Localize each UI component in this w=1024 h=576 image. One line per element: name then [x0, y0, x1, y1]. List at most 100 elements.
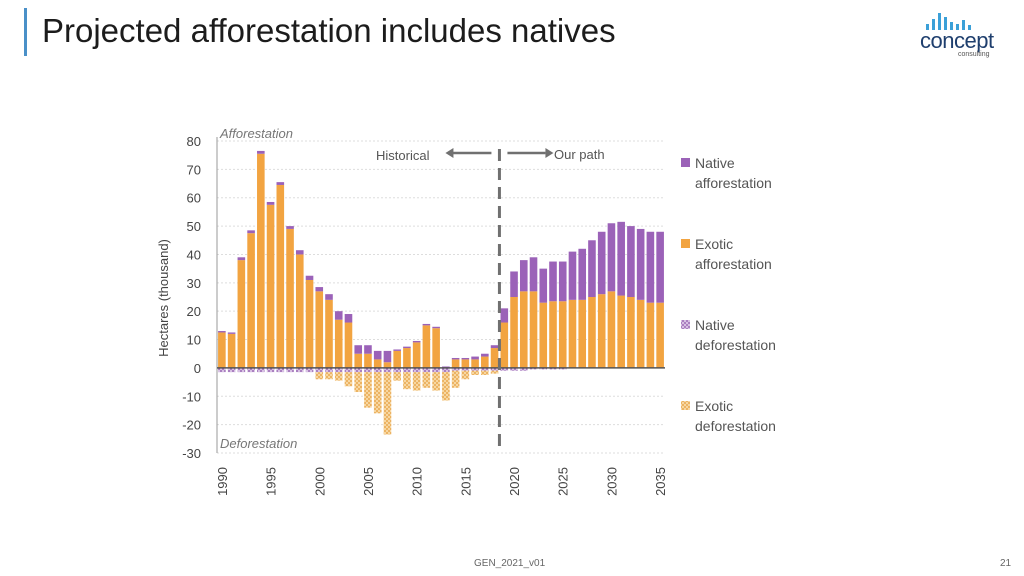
exotic-deforestation-bar — [393, 372, 401, 381]
exotic-afforestation-bar — [276, 184, 285, 368]
native-deforestation-bar — [227, 367, 236, 373]
exotic-deforestation-bar — [471, 370, 479, 375]
x-tick-label: 1995 — [264, 467, 279, 496]
native-deforestation-bar — [315, 367, 324, 373]
native-deforestation-bar — [403, 367, 411, 373]
native-deforestation-bar — [257, 367, 265, 373]
exotic-afforestation-bar — [364, 353, 372, 368]
exotic-afforestation-bar — [510, 297, 518, 368]
exotic-deforestation-bar — [344, 372, 353, 387]
exotic-deforestation-bar — [325, 372, 333, 380]
x-tick-label: 2025 — [556, 467, 571, 496]
native-afforestation-bar — [500, 308, 509, 323]
native-deforestation-bar — [286, 367, 294, 373]
native-afforestation-bar — [227, 332, 236, 334]
native-deforestation-bar — [276, 367, 285, 373]
native-deforestation-bar — [451, 367, 460, 371]
y-tick-label: 60 — [187, 191, 201, 206]
native-afforestation-bar — [432, 326, 440, 329]
exotic-afforestation-bar — [636, 299, 645, 368]
native-afforestation-bar — [383, 350, 392, 363]
exotic-afforestation-bar — [266, 204, 275, 368]
native-afforestation-bar — [558, 261, 567, 302]
y-tick-label: 40 — [187, 247, 201, 262]
legend-label: Native afforestation — [695, 155, 772, 191]
exotic-afforestation-bar — [461, 359, 470, 368]
logo-subtitle: consulting — [958, 51, 990, 58]
native-afforestation-bar — [257, 150, 265, 154]
native-afforestation-bar — [481, 353, 489, 357]
native-afforestation-bar — [266, 201, 275, 205]
exotic-afforestation-bar — [422, 325, 431, 368]
exotic-afforestation-bar — [617, 295, 625, 368]
native-afforestation-bar — [237, 257, 246, 261]
exotic-afforestation-bar — [646, 302, 655, 368]
exotic-afforestation-bar — [490, 348, 499, 368]
exotic-afforestation-bar — [286, 228, 294, 368]
exotic-afforestation-bar — [257, 153, 265, 368]
deforestation-annotation: Deforestation — [220, 436, 297, 451]
y-tick-label: 0 — [194, 361, 201, 376]
native-afforestation-bar — [490, 345, 499, 349]
exotic-afforestation-bar — [481, 356, 489, 368]
native-afforestation-bar — [617, 221, 625, 296]
exotic-deforestation-bar — [354, 372, 363, 393]
exotic-afforestation-bar — [519, 291, 528, 368]
exotic-afforestation-bar — [218, 332, 226, 368]
native-deforestation-bar — [334, 367, 343, 373]
native-deforestation-bar — [393, 367, 401, 373]
logo-wordmark: concept — [920, 28, 994, 53]
native-deforestation-bar — [344, 367, 353, 373]
native-afforestation-bar — [305, 275, 314, 280]
chart-legend: Native afforestation Exotic afforestation Na… — [681, 155, 776, 434]
exotic-afforestation-bar — [539, 302, 548, 368]
exotic-afforestation-bar — [549, 301, 557, 368]
bar-series — [218, 150, 664, 435]
native-afforestation-bar — [519, 260, 528, 292]
exotic-afforestation-bar — [627, 297, 635, 368]
slide-title: Projected afforestation includes natives — [42, 12, 616, 49]
native-deforestation-bar — [442, 367, 450, 373]
x-tick-label: 2030 — [604, 467, 619, 496]
historical-arrow-head — [445, 148, 454, 158]
y-axis-label: Hectares (thousand) — [156, 239, 171, 357]
native-afforestation-bar — [354, 345, 363, 354]
native-afforestation-bar — [393, 349, 401, 351]
native-afforestation-bar — [529, 257, 538, 292]
legend-label: Exotic afforestation — [695, 236, 772, 272]
exotic-afforestation-bar — [412, 342, 421, 368]
exotic-afforestation-bar — [432, 328, 440, 368]
native-afforestation-bar — [364, 345, 372, 354]
exotic-afforestation-bar — [568, 299, 577, 368]
native-afforestation-bar — [588, 240, 596, 297]
exotic-afforestation-bar — [578, 299, 587, 368]
exotic-afforestation-bar — [344, 322, 353, 368]
native-afforestation-bar — [286, 226, 294, 229]
grid-lines — [217, 140, 665, 454]
native-deforestation-bar — [373, 367, 382, 373]
exotic-afforestation-bar — [529, 291, 538, 368]
native-deforestation-bar — [412, 367, 421, 373]
native-afforestation-bar — [295, 250, 304, 255]
afforestation-annotation: Afforestation — [219, 126, 293, 141]
legend-swatch — [681, 239, 690, 248]
native-afforestation-bar — [578, 248, 587, 300]
exotic-afforestation-bar — [305, 279, 314, 368]
exotic-afforestation-bar — [383, 362, 392, 368]
x-tick-label: 2035 — [653, 467, 668, 496]
exotic-deforestation-bar — [403, 372, 411, 390]
native-afforestation-bar — [656, 231, 664, 303]
native-deforestation-bar — [481, 367, 489, 371]
native-afforestation-bar — [646, 231, 655, 303]
exotic-afforestation-bar — [500, 322, 509, 368]
our-path-label: Our path — [554, 147, 605, 162]
exotic-afforestation-bar — [607, 291, 616, 368]
native-afforestation-bar — [510, 271, 518, 297]
native-afforestation-bar — [451, 357, 460, 360]
company-logo: concept consulting — [912, 10, 1008, 60]
native-afforestation-bar — [607, 223, 616, 292]
native-deforestation-bar — [295, 367, 304, 373]
native-afforestation-bar — [539, 268, 548, 303]
exotic-deforestation-bar — [412, 372, 421, 391]
title-accent-bar — [24, 8, 27, 56]
